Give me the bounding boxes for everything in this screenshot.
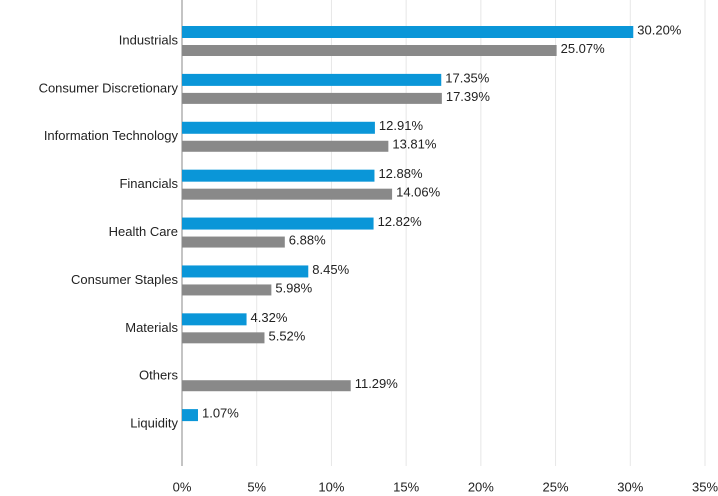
bar <box>182 409 198 422</box>
value-label: 25.07% <box>561 41 606 56</box>
x-tick-label: 15% <box>393 479 419 494</box>
value-label: 12.88% <box>378 166 423 181</box>
x-tick-label: 5% <box>247 479 266 494</box>
y-tick-label: Liquidity <box>130 416 178 431</box>
bar <box>182 284 272 296</box>
x-tick-label: 25% <box>543 479 569 494</box>
y-tick-label: Consumer Discretionary <box>39 80 179 95</box>
x-tick-label: 35% <box>692 479 718 494</box>
value-label: 4.32% <box>251 310 288 325</box>
bar <box>182 73 442 86</box>
bar <box>182 332 265 344</box>
value-label: 5.52% <box>268 328 305 343</box>
value-label: 14.06% <box>396 185 441 200</box>
bar <box>182 92 442 104</box>
bar <box>182 265 309 278</box>
y-tick-label: Industrials <box>119 32 179 47</box>
y-tick-label: Consumer Staples <box>71 272 178 287</box>
value-label: 12.91% <box>379 118 424 133</box>
y-tick-label: Information Technology <box>44 128 179 143</box>
value-label: 17.39% <box>446 89 491 104</box>
value-label: 12.82% <box>378 214 423 229</box>
y-tick-label: Financials <box>119 176 178 191</box>
value-label: 6.88% <box>289 232 326 247</box>
x-tick-label: 10% <box>318 479 344 494</box>
bar <box>182 236 285 248</box>
bar <box>182 169 375 182</box>
bar <box>182 188 393 200</box>
value-label: 11.29% <box>355 376 399 391</box>
y-tick-label: Materials <box>125 320 178 335</box>
bar <box>182 45 557 56</box>
y-tick-label: Others <box>139 368 179 383</box>
value-label: 5.98% <box>275 280 312 295</box>
bar <box>182 121 375 134</box>
value-label: 17.35% <box>445 70 490 85</box>
y-tick-label: Health Care <box>109 224 178 239</box>
value-label: 1.07% <box>202 406 239 421</box>
value-label: 30.20% <box>637 22 682 37</box>
value-label: 8.45% <box>312 262 349 277</box>
value-label: 13.81% <box>392 137 437 152</box>
bar <box>182 140 389 152</box>
bar <box>182 26 634 38</box>
x-tick-label: 30% <box>617 479 643 494</box>
bar <box>182 217 374 230</box>
bar <box>182 380 351 392</box>
bar <box>182 313 247 326</box>
x-tick-label: 20% <box>468 479 494 494</box>
x-tick-label: 0% <box>173 479 192 494</box>
